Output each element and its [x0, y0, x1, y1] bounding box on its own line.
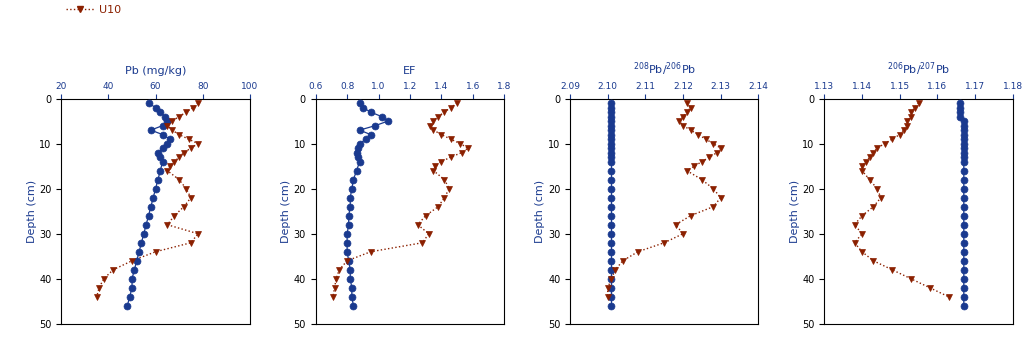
- Title: $^{208}$Pb/$^{206}$Pb: $^{208}$Pb/$^{206}$Pb: [632, 60, 696, 78]
- Y-axis label: Depth (cm): Depth (cm): [27, 180, 37, 243]
- Title: EF: EF: [403, 65, 416, 76]
- Y-axis label: Depth (cm): Depth (cm): [790, 180, 800, 243]
- Y-axis label: Depth (cm): Depth (cm): [535, 180, 545, 243]
- Y-axis label: Depth (cm): Depth (cm): [281, 180, 291, 243]
- Title: $^{206}$Pb/$^{207}$Pb: $^{206}$Pb/$^{207}$Pb: [887, 60, 950, 78]
- Legend: U4, U10: U4, U10: [61, 0, 126, 20]
- Title: Pb (mg/kg): Pb (mg/kg): [125, 65, 186, 76]
